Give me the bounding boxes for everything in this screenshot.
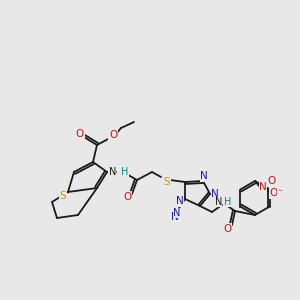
Text: N: N <box>109 167 116 177</box>
Text: N: N <box>259 182 267 192</box>
Text: S: S <box>60 191 66 201</box>
Text: S: S <box>164 177 170 187</box>
Text: N: N <box>171 212 179 222</box>
Text: O: O <box>76 129 84 139</box>
Text: H: H <box>224 197 231 207</box>
Text: O: O <box>123 192 131 202</box>
Text: O: O <box>109 130 117 140</box>
Text: N: N <box>176 196 184 206</box>
Text: N: N <box>214 197 222 207</box>
Text: O: O <box>270 188 278 198</box>
Text: H: H <box>121 167 128 177</box>
Text: N: N <box>173 208 181 218</box>
Text: N: N <box>211 189 219 199</box>
Text: O: O <box>223 224 231 234</box>
Text: O: O <box>268 176 276 186</box>
Text: N: N <box>200 171 208 181</box>
Text: ⁻: ⁻ <box>278 188 283 198</box>
